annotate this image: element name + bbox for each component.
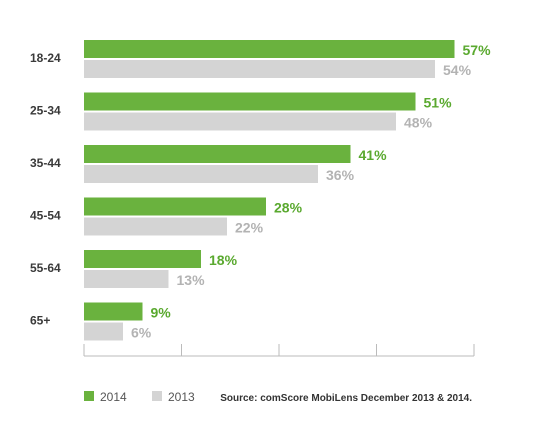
bar-2014 (84, 40, 455, 58)
bar-2014 (84, 92, 416, 111)
bar-2014 (84, 250, 201, 268)
data-label-2014: 57% (463, 42, 492, 58)
data-label-2013: 22% (235, 220, 264, 236)
data-label-2013: 48% (404, 115, 433, 131)
data-label-2013: 13% (177, 272, 206, 288)
data-label-2014: 28% (274, 200, 303, 216)
category-label: 45-54 (30, 209, 61, 223)
legend-label-2014: 2014 (100, 390, 127, 404)
bar-2013 (84, 112, 396, 131)
bar-2013 (84, 322, 123, 341)
legend-swatch-2014 (84, 391, 94, 401)
data-label-2014: 41% (359, 147, 388, 163)
category-label: 65+ (30, 314, 50, 328)
category-label: 55-64 (30, 261, 61, 275)
legend-swatch-2013 (152, 391, 162, 401)
data-label-2013: 36% (326, 167, 355, 183)
legend-label-2013: 2013 (168, 390, 195, 404)
category-label: 18-24 (30, 51, 61, 65)
category-label: 35-44 (30, 156, 61, 170)
category-label: 25-34 (30, 104, 61, 118)
bar-2013 (84, 165, 318, 183)
bar-2013 (84, 217, 227, 236)
bar-2013 (84, 270, 169, 288)
bar-2014 (84, 302, 143, 321)
data-label-2013: 6% (131, 325, 152, 341)
bar-2014 (84, 145, 351, 163)
data-label-2013: 54% (443, 62, 472, 78)
bar-2013 (84, 60, 435, 78)
source-note: Source: comScore MobiLens December 2013 … (220, 393, 472, 404)
data-label-2014: 51% (424, 95, 453, 111)
bar-2014 (84, 197, 266, 216)
data-label-2014: 9% (151, 305, 172, 321)
data-label-2014: 18% (209, 252, 238, 268)
